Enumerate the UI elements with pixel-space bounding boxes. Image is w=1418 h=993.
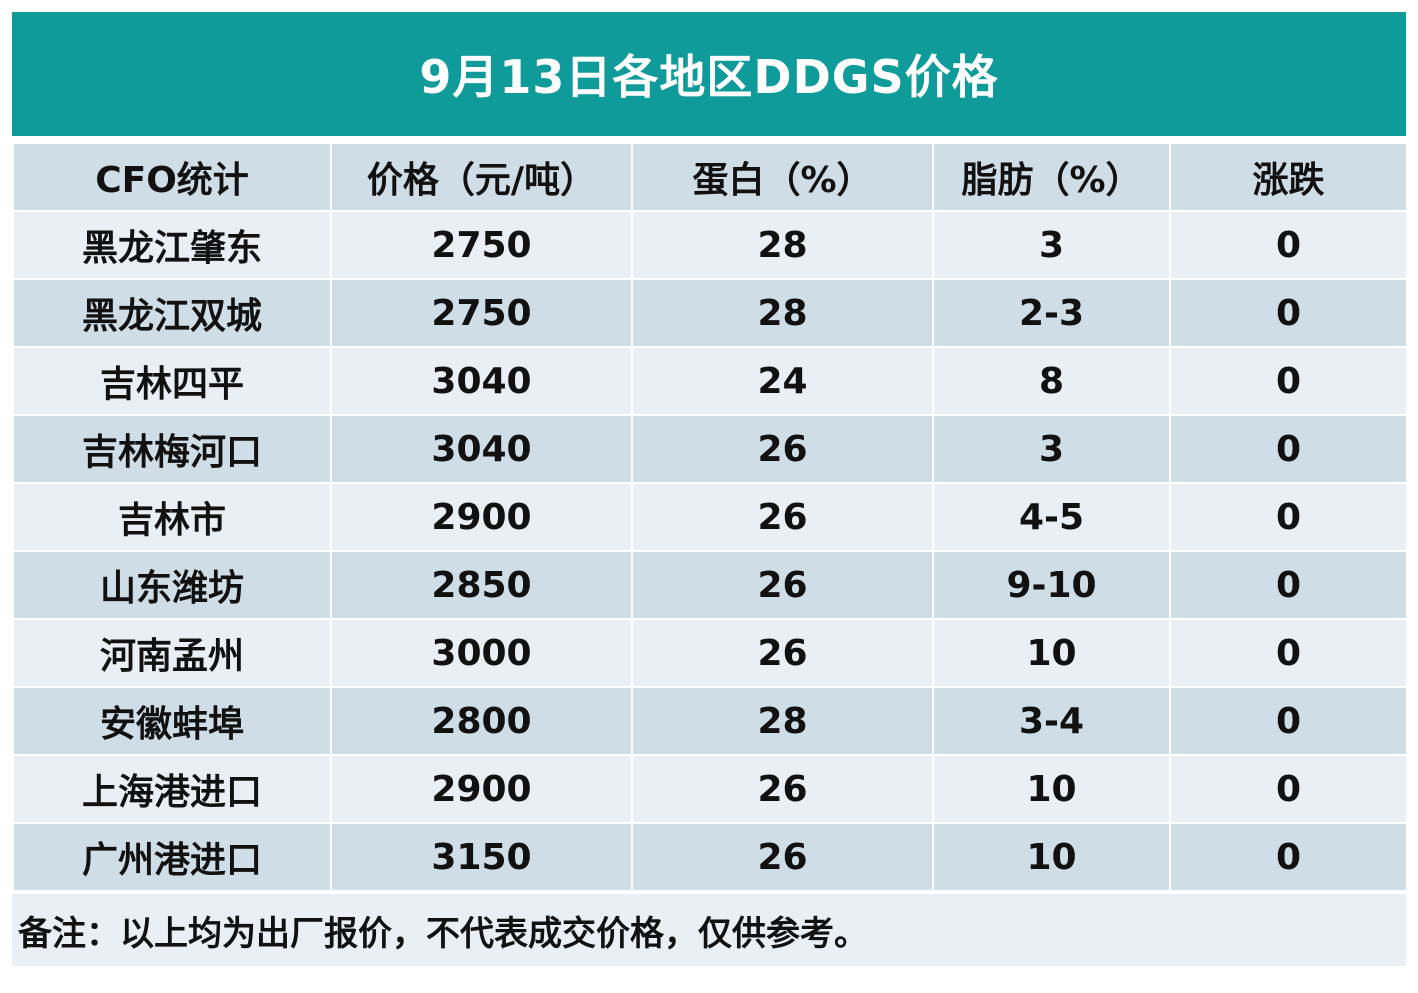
table-row: 上海港进口 2900 26 10 0 bbox=[12, 754, 1408, 824]
table-row: 黑龙江肇东 2750 28 3 0 bbox=[12, 210, 1408, 280]
cell-protein: 26 bbox=[631, 754, 934, 824]
cell-fat: 10 bbox=[932, 618, 1171, 688]
cell-region: 上海港进口 bbox=[12, 754, 332, 824]
table-row: 吉林四平 3040 24 8 0 bbox=[12, 346, 1408, 416]
price-table: CFO统计 价格（元/吨） 蛋白（%） 脂肪（%） 涨跌 黑龙江肇东 2750 28… bbox=[12, 142, 1408, 892]
cell-change: 0 bbox=[1169, 414, 1408, 484]
table-body: 黑龙江肇东 2750 28 3 0 黑龙江双城 2750 28 2-3 0 吉林四平 3040 24 8 0… bbox=[12, 210, 1408, 892]
cell-price: 2850 bbox=[330, 550, 633, 620]
cell-fat: 3 bbox=[932, 210, 1171, 280]
cell-fat: 10 bbox=[932, 754, 1171, 824]
header-protein: 蛋白（%） bbox=[631, 142, 934, 212]
cell-price: 3000 bbox=[330, 618, 633, 688]
cell-protein: 26 bbox=[631, 482, 934, 552]
table-row: 吉林梅河口 3040 26 3 0 bbox=[12, 414, 1408, 484]
cell-protein: 26 bbox=[631, 618, 934, 688]
cell-change: 0 bbox=[1169, 618, 1408, 688]
cell-region: 吉林市 bbox=[12, 482, 332, 552]
header-fat: 脂肪（%） bbox=[932, 142, 1171, 212]
cell-region: 广州港进口 bbox=[12, 822, 332, 892]
header-change: 涨跌 bbox=[1169, 142, 1408, 212]
footnote: 备注：以上均为出厂报价，不代表成交价格，仅供参考。 bbox=[12, 892, 1406, 966]
table-title: 9月13日各地区DDGS价格 bbox=[12, 12, 1406, 142]
cell-price: 3040 bbox=[330, 414, 633, 484]
cell-price: 3040 bbox=[330, 346, 633, 416]
cell-price: 2750 bbox=[330, 210, 633, 280]
table-row: 安徽蚌埠 2800 28 3-4 0 bbox=[12, 686, 1408, 756]
cell-fat: 2-3 bbox=[932, 278, 1171, 348]
table-row: 吉林市 2900 26 4-5 0 bbox=[12, 482, 1408, 552]
cell-fat: 9-10 bbox=[932, 550, 1171, 620]
cell-protein: 28 bbox=[631, 210, 934, 280]
price-sheet: 9月13日各地区DDGS价格 CFO统计 价格（元/吨） 蛋白（%） 脂肪（%）… bbox=[12, 12, 1408, 966]
cell-change: 0 bbox=[1169, 822, 1408, 892]
table-row: 山东潍坊 2850 26 9-10 0 bbox=[12, 550, 1408, 620]
header-price: 价格（元/吨） bbox=[330, 142, 633, 212]
cell-protein: 26 bbox=[631, 550, 934, 620]
cell-fat: 4-5 bbox=[932, 482, 1171, 552]
cell-fat: 8 bbox=[932, 346, 1171, 416]
table-row: 黑龙江双城 2750 28 2-3 0 bbox=[12, 278, 1408, 348]
cell-price: 3150 bbox=[330, 822, 633, 892]
cell-region: 黑龙江双城 bbox=[12, 278, 332, 348]
header-row: CFO统计 价格（元/吨） 蛋白（%） 脂肪（%） 涨跌 bbox=[12, 142, 1408, 212]
cell-change: 0 bbox=[1169, 754, 1408, 824]
cell-protein: 28 bbox=[631, 686, 934, 756]
header-cfo: CFO统计 bbox=[12, 142, 332, 212]
cell-protein: 24 bbox=[631, 346, 934, 416]
cell-price: 2750 bbox=[330, 278, 633, 348]
cell-region: 吉林四平 bbox=[12, 346, 332, 416]
cell-change: 0 bbox=[1169, 278, 1408, 348]
cell-fat: 3 bbox=[932, 414, 1171, 484]
cell-price: 2800 bbox=[330, 686, 633, 756]
cell-protein: 26 bbox=[631, 822, 934, 892]
cell-price: 2900 bbox=[330, 482, 633, 552]
cell-change: 0 bbox=[1169, 550, 1408, 620]
cell-fat: 10 bbox=[932, 822, 1171, 892]
cell-change: 0 bbox=[1169, 210, 1408, 280]
cell-protein: 28 bbox=[631, 278, 934, 348]
cell-change: 0 bbox=[1169, 482, 1408, 552]
cell-region: 安徽蚌埠 bbox=[12, 686, 332, 756]
cell-price: 2900 bbox=[330, 754, 633, 824]
table-row: 广州港进口 3150 26 10 0 bbox=[12, 822, 1408, 892]
cell-region: 黑龙江肇东 bbox=[12, 210, 332, 280]
cell-change: 0 bbox=[1169, 686, 1408, 756]
cell-change: 0 bbox=[1169, 346, 1408, 416]
cell-region: 吉林梅河口 bbox=[12, 414, 332, 484]
cell-region: 河南孟州 bbox=[12, 618, 332, 688]
cell-protein: 26 bbox=[631, 414, 934, 484]
cell-fat: 3-4 bbox=[932, 686, 1171, 756]
table-row: 河南孟州 3000 26 10 0 bbox=[12, 618, 1408, 688]
cell-region: 山东潍坊 bbox=[12, 550, 332, 620]
